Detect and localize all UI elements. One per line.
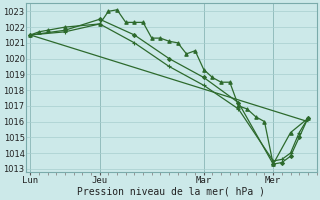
X-axis label: Pression niveau de la mer( hPa ): Pression niveau de la mer( hPa ) <box>77 187 265 197</box>
